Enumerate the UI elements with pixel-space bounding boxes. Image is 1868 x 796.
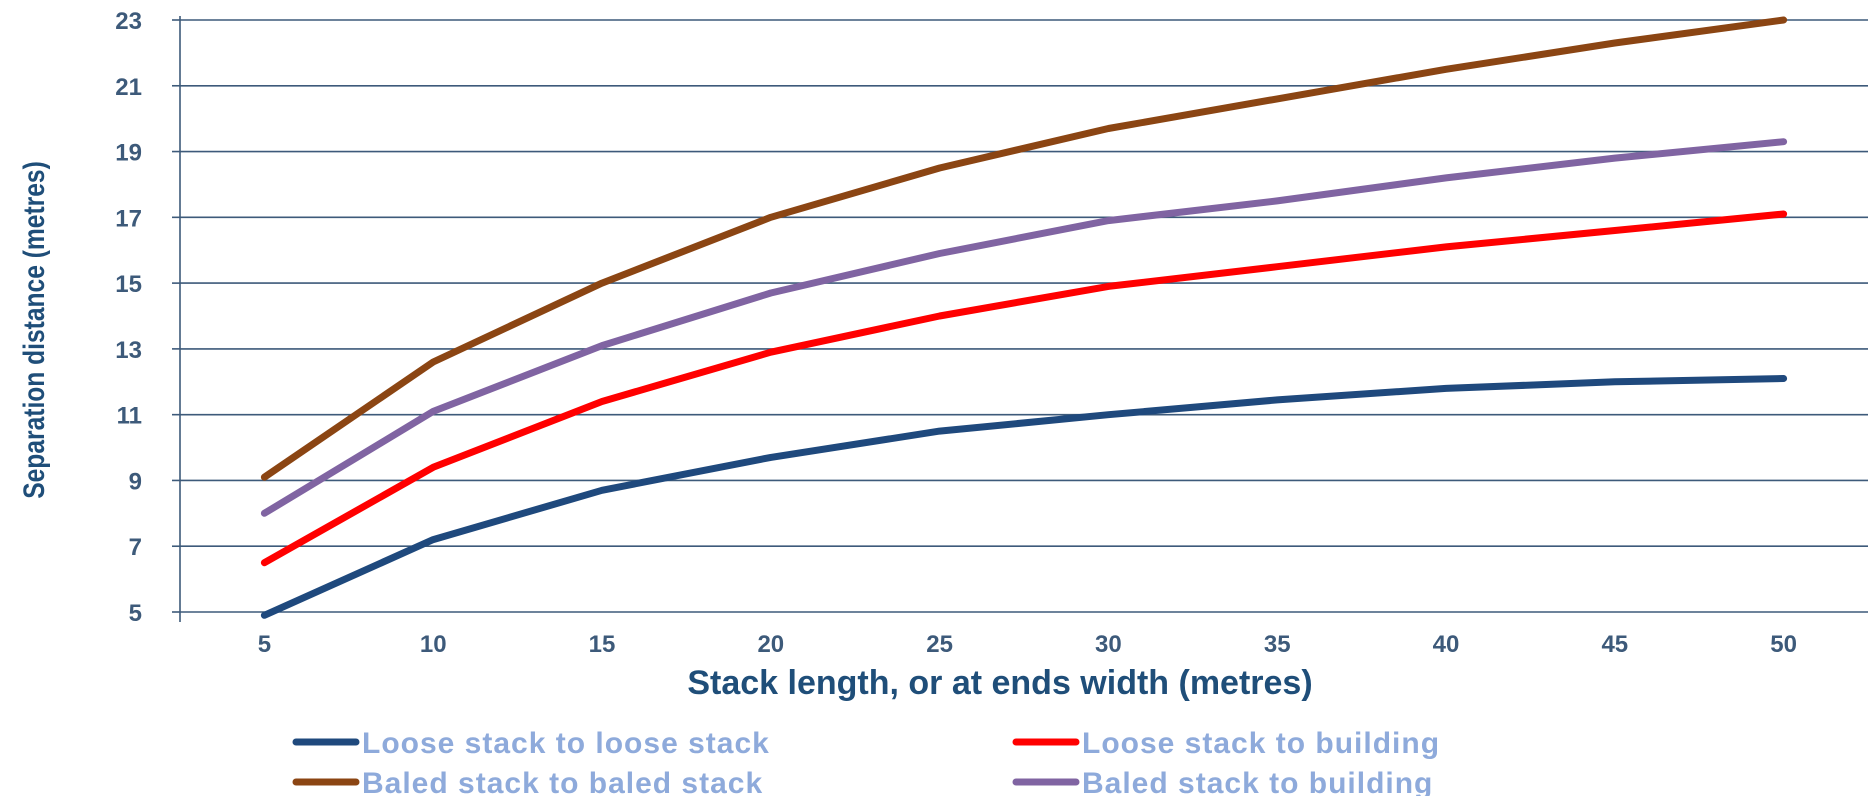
x-tick-label-40: 40 <box>1433 631 1460 658</box>
legend-item-4: Baled stack to building <box>1012 767 1433 796</box>
legend: Loose stack to loose stack Loose stack to… <box>292 727 1440 796</box>
y-axis-title: Separation distance (metres) <box>17 161 51 499</box>
x-tick-label-5: 5 <box>258 631 271 658</box>
legend-label: Loose stack to building <box>1082 727 1440 760</box>
legend-label: Loose stack to loose stack <box>362 727 770 760</box>
legend-item-2: Loose stack to building <box>1012 727 1440 760</box>
y-tick-label-17: 17 <box>115 205 142 232</box>
y-tick-label-11: 11 <box>117 403 142 430</box>
legend-item-3: Baled stack to baled stack <box>292 767 763 796</box>
x-tick-label-45: 45 <box>1601 631 1628 658</box>
y-tick-label-5: 5 <box>129 600 142 627</box>
gridlines <box>180 19 1868 613</box>
x-tick-label-35: 35 <box>1264 631 1291 658</box>
y-tick-label-21: 21 <box>115 74 142 101</box>
y-tick-label-9: 9 <box>129 468 142 495</box>
x-tick-label-20: 20 <box>757 631 784 658</box>
x-tick-label-25: 25 <box>926 631 953 658</box>
x-tick-label-50: 50 <box>1770 631 1797 658</box>
y-tick-label-13: 13 <box>115 337 142 364</box>
y-tick-label-23: 23 <box>115 8 142 35</box>
legend-item-1: Loose stack to loose stack <box>292 727 770 760</box>
series-line-4 <box>260 138 1788 517</box>
series-line-3 <box>260 16 1788 481</box>
series-line-1 <box>260 375 1788 619</box>
x-tick-labels: 5 10 15 20 25 30 35 40 45 50 <box>258 631 1797 658</box>
x-tick-label-15: 15 <box>589 631 616 658</box>
x-tick-label-10: 10 <box>420 631 447 658</box>
y-tick-labels: 5 7 9 11 13 15 17 19 21 23 <box>115 8 142 627</box>
x-tick-label-30: 30 <box>1095 631 1122 658</box>
y-tick-label-15: 15 <box>115 271 142 298</box>
y-tick-label-7: 7 <box>129 534 142 561</box>
series-lines <box>260 16 1788 619</box>
legend-label: Baled stack to building <box>1082 767 1433 796</box>
x-axis-title: Stack length, or at ends width (metres) <box>687 664 1312 702</box>
axes <box>172 16 181 622</box>
series-line-2 <box>260 210 1788 567</box>
legend-label: Baled stack to baled stack <box>362 767 763 796</box>
y-tick-label-19: 19 <box>115 140 142 167</box>
